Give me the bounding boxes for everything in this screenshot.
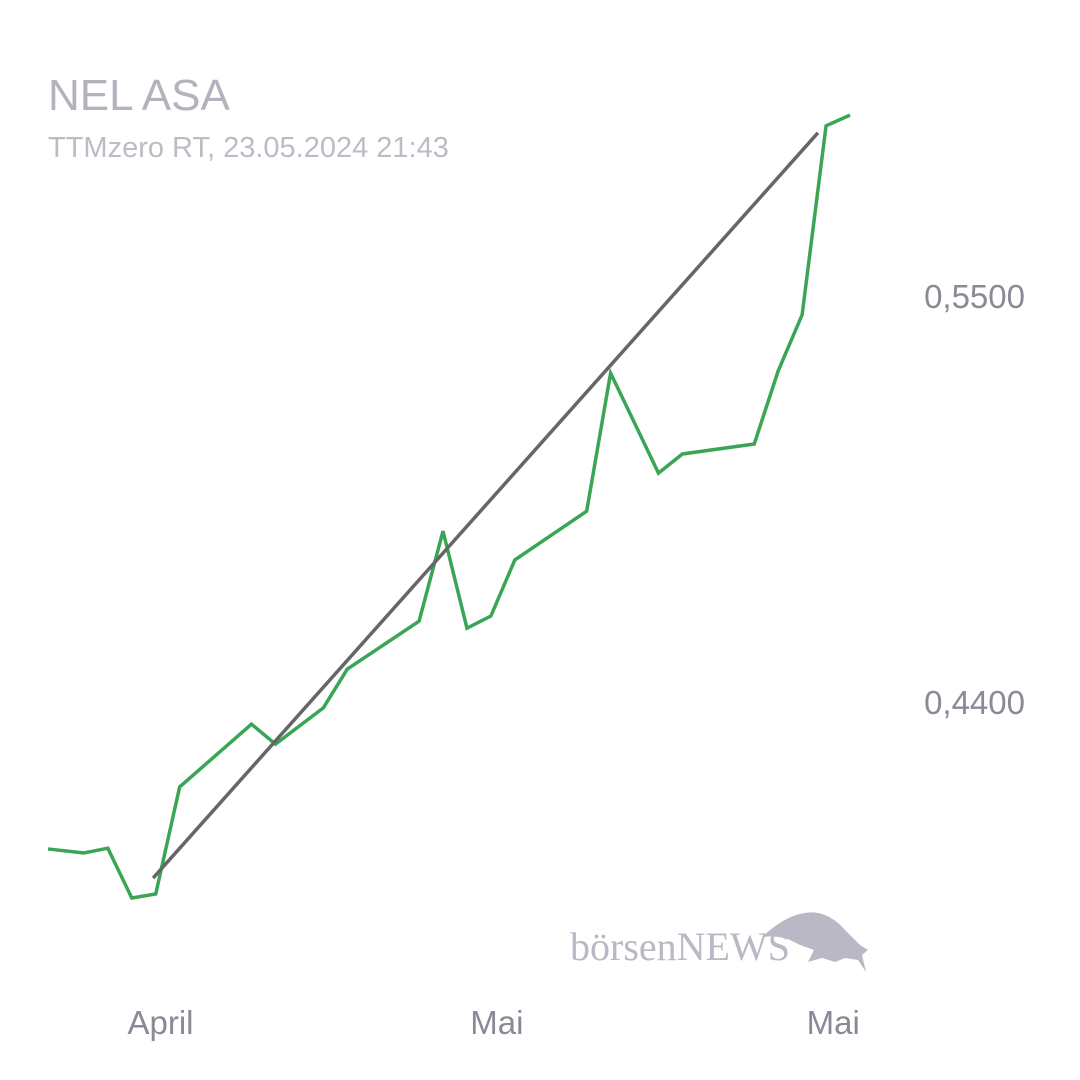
y-tick-label: 0,5500: [924, 278, 1025, 315]
watermark: börsenNEWS: [570, 924, 790, 969]
x-tick-label: Mai: [470, 1004, 523, 1041]
chart-title: NEL ASA: [48, 71, 230, 120]
x-tick-label: April: [128, 1004, 194, 1041]
series-line: [47, 113, 851, 900]
x-tick-label: Mai: [807, 1004, 860, 1041]
watermark-icon: [762, 912, 868, 972]
y-tick-label: 0,4400: [924, 684, 1025, 721]
series-line: [151, 131, 820, 880]
chart-subtitle: TTMzero RT, 23.05.2024 21:43: [48, 132, 449, 164]
